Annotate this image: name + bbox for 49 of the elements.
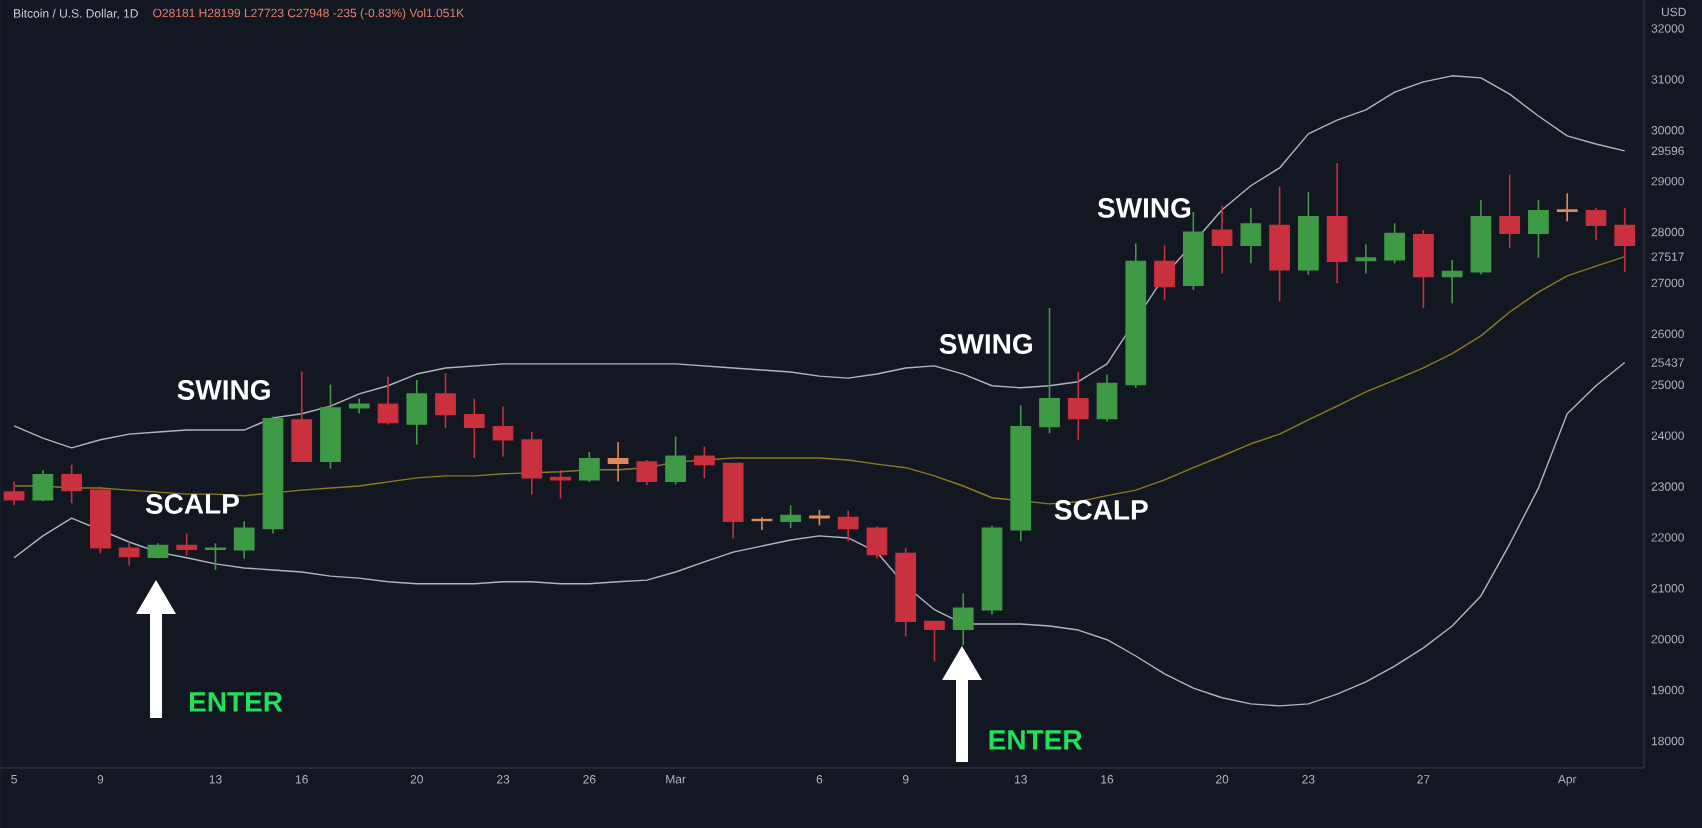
candlestick — [1269, 185, 1290, 303]
candlestick — [578, 451, 600, 483]
candlestick — [1413, 229, 1434, 309]
annotation: SCALP — [1054, 500, 1148, 520]
candlestick — [1154, 244, 1175, 301]
candlestick — [1355, 243, 1377, 275]
candlestick — [1039, 307, 1060, 435]
candlestick — [665, 435, 686, 486]
annotation: SWING — [177, 380, 270, 400]
candlestick — [1614, 207, 1636, 273]
candlestick — [952, 592, 974, 647]
candlestick — [291, 370, 313, 463]
candlestick — [694, 445, 715, 479]
candlestick — [1441, 259, 1463, 305]
candlestick — [521, 431, 543, 496]
candlestick — [32, 469, 54, 503]
annotation: SWING — [939, 334, 1032, 354]
candlestick — [550, 469, 571, 500]
candlestick — [377, 375, 399, 426]
candlestick — [1211, 204, 1233, 275]
candlestick — [924, 620, 945, 663]
candlestick — [406, 379, 428, 446]
candlestick — [3, 480, 25, 507]
candlestick — [1326, 162, 1348, 285]
candlestick — [205, 542, 226, 571]
candlestick — [837, 509, 859, 543]
candlestick — [1067, 371, 1089, 441]
candlestick — [492, 405, 514, 458]
candlestick — [1556, 192, 1578, 223]
candlestick — [607, 441, 629, 483]
annotation: ENTER — [190, 692, 283, 712]
candlestick — [435, 372, 456, 429]
candlestick — [1528, 199, 1549, 259]
candlestick — [118, 540, 140, 567]
candlestick — [1240, 207, 1262, 265]
candlestick — [1096, 373, 1118, 423]
candlestick — [176, 532, 198, 557]
candlestick — [1585, 207, 1607, 241]
annotation: SWING — [1097, 198, 1191, 218]
candlestick — [636, 459, 658, 487]
candlestick — [866, 525, 888, 560]
annotation: SCALP — [145, 494, 239, 514]
candlestick — [463, 397, 485, 459]
candlestick — [1499, 173, 1521, 249]
annotation: ENTER — [989, 730, 1083, 750]
candlestick — [780, 504, 802, 529]
candlestick — [233, 520, 255, 560]
candlestick — [61, 463, 83, 505]
candlestick — [1384, 222, 1406, 265]
